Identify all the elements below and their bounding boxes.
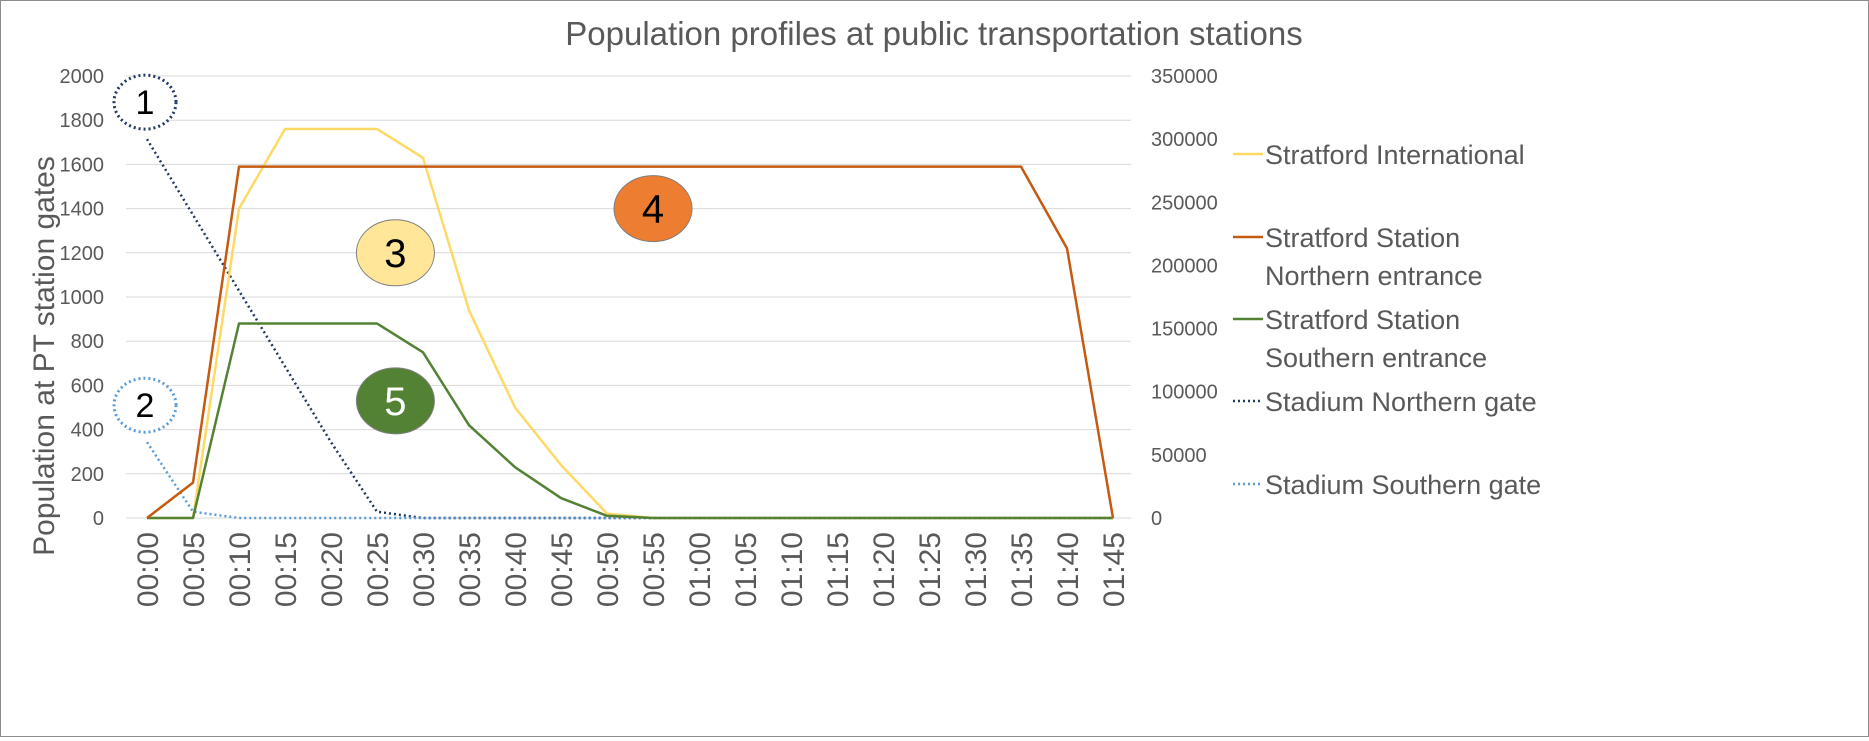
left-tick-label: 1400 [60, 199, 105, 221]
series-line [147, 322, 1113, 520]
legend-entry: Stratford Station Northern entrance [1233, 223, 1483, 291]
x-tick-label: 01:35 [1006, 532, 1039, 607]
x-tick-label: 01:20 [868, 532, 901, 607]
left-tick-label: 0 [93, 508, 104, 530]
annotation-ring [112, 376, 178, 434]
annotation-marker-1: 1 [112, 73, 178, 131]
x-tick-label: 00:25 [362, 532, 395, 607]
legend-label: Stadium Northern gate [1265, 387, 1537, 417]
x-tick-label: 00:00 [132, 532, 165, 607]
series-lines [145, 127, 1115, 520]
left-tick-label: 800 [71, 331, 104, 353]
legend-label: Stadium Southern gate [1265, 470, 1541, 500]
x-tick-label: 00:40 [500, 532, 533, 607]
x-tick-label: 01:05 [730, 532, 763, 607]
x-tick-label: 00:10 [224, 532, 257, 607]
x-tick-label: 00:50 [592, 532, 625, 607]
legend-entry: Stadium Southern gate [1233, 470, 1541, 500]
right-tick-label: 200000 [1151, 255, 1218, 277]
series-line [145, 441, 1113, 520]
annotation-marker-5: 5 [355, 367, 435, 435]
annotation-ring [112, 73, 178, 131]
annotation-label: 3 [384, 232, 406, 276]
x-tick-label: 01:30 [960, 532, 993, 607]
annotation-marker-4: 4 [613, 175, 693, 243]
annotation-marker-3: 3 [355, 219, 435, 287]
annotation-marker-2: 2 [112, 376, 178, 434]
left-tick-label: 2000 [60, 66, 105, 88]
right-axis-ticks: 0 50000 100000 150000 200000 250000 300000 3500… [1151, 66, 1218, 530]
annotation-disc [355, 367, 435, 435]
left-tick-label: 1200 [60, 243, 105, 265]
left-tick-label: 1800 [60, 110, 105, 132]
x-axis-ticks: 00:00 00:05 00:10 00:15 00:20 00:25 00:30 00:35… [132, 532, 1131, 607]
annotation-disc [355, 219, 435, 287]
left-tick-label: 600 [71, 375, 104, 397]
chart-title: Population profiles at public transporta… [565, 15, 1302, 52]
right-tick-label: 250000 [1151, 192, 1218, 214]
left-tick-label: 200 [71, 464, 104, 486]
annotation-label: 2 [136, 387, 155, 425]
right-tick-label: 0 [1151, 508, 1162, 530]
x-tick-label: 00:30 [408, 532, 441, 607]
left-tick-label: 1000 [60, 287, 105, 309]
right-tick-label: 300000 [1151, 129, 1218, 151]
x-tick-label: 00:20 [316, 532, 349, 607]
right-tick-label: 150000 [1151, 319, 1218, 341]
series-line [146, 165, 1115, 519]
right-tick-label: 50000 [1151, 445, 1207, 467]
legend-label: Northern entrance [1265, 261, 1483, 291]
y-axis-label: Population at PT station gates [28, 156, 61, 556]
left-tick-label: 1600 [60, 154, 105, 176]
annotation-label: 1 [136, 84, 155, 122]
legend-entry: Stadium Northern gate [1233, 387, 1537, 417]
right-tick-label: 100000 [1151, 382, 1218, 404]
legend-entry: Stratford International [1233, 140, 1525, 170]
gridlines [126, 75, 1131, 519]
annotations: 1 2 3 4 5 [112, 73, 693, 435]
legend-label: Stratford Station [1265, 223, 1460, 253]
x-tick-label: 00:05 [178, 532, 211, 607]
x-tick-label: 00:55 [638, 532, 671, 607]
annotation-label: 4 [642, 188, 664, 232]
left-axis-ticks: 0 200 400 600 800 1000 1200 1400 1600 1800 2000 [60, 66, 105, 530]
x-tick-label: 01:10 [776, 532, 809, 607]
x-tick-label: 01:40 [1052, 532, 1085, 607]
legend-label: Southern entrance [1265, 343, 1487, 373]
x-tick-label: 01:15 [822, 532, 855, 607]
x-tick-label: 01:00 [684, 532, 717, 607]
x-tick-label: 00:35 [454, 532, 487, 607]
x-tick-label: 00:15 [270, 532, 303, 607]
x-tick-label: 01:45 [1098, 532, 1131, 607]
annotation-disc [613, 175, 693, 243]
annotation-label: 5 [384, 380, 406, 424]
right-tick-label: 350000 [1151, 66, 1218, 88]
left-tick-label: 400 [71, 420, 104, 442]
legend: Stratford International Stratford Station… [1233, 140, 1541, 500]
x-tick-label: 01:25 [914, 532, 947, 607]
legend-label: Stratford International [1265, 140, 1525, 170]
x-tick-label: 00:45 [546, 532, 579, 607]
legend-label: Stratford Station [1265, 305, 1460, 335]
legend-entry: Stratford Station Southern entrance [1233, 305, 1487, 373]
